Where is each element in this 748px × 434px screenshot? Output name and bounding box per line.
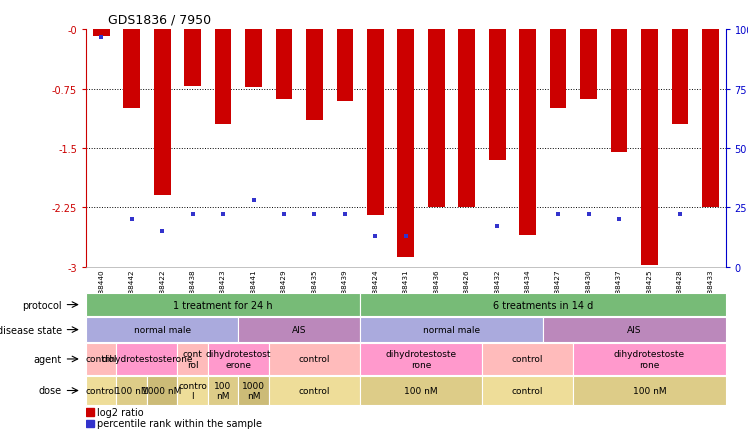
Bar: [306, 30, 323, 121]
Bar: [672, 30, 688, 125]
Text: 100 nM: 100 nM: [404, 386, 438, 395]
Bar: [86, 420, 94, 427]
Bar: [154, 30, 171, 196]
Bar: [573, 376, 726, 405]
Bar: [275, 30, 292, 100]
Text: 1 treatment for 24 h: 1 treatment for 24 h: [174, 300, 273, 310]
Bar: [641, 30, 657, 265]
Bar: [269, 376, 360, 405]
Text: 100 nM: 100 nM: [115, 386, 149, 395]
Text: percentile rank within the sample: percentile rank within the sample: [97, 418, 263, 428]
Text: dihydrotestoste
rone: dihydrotestoste rone: [385, 349, 456, 369]
Bar: [117, 376, 147, 405]
Bar: [269, 344, 360, 375]
Bar: [208, 344, 269, 375]
Bar: [86, 408, 94, 416]
Text: disease state: disease state: [0, 325, 62, 335]
Bar: [337, 30, 353, 101]
Text: log2 ratio: log2 ratio: [97, 407, 144, 417]
Text: AIS: AIS: [627, 326, 642, 334]
Bar: [86, 317, 239, 342]
Bar: [177, 376, 208, 405]
Text: dihydrotestoste
rone: dihydrotestoste rone: [614, 349, 685, 369]
Bar: [93, 30, 110, 37]
Text: 1000
nM: 1000 nM: [242, 381, 265, 400]
Text: control: control: [512, 386, 543, 395]
Bar: [86, 293, 360, 316]
Bar: [245, 30, 262, 88]
Text: 100 nM: 100 nM: [633, 386, 666, 395]
Bar: [702, 30, 719, 208]
Text: control: control: [85, 355, 117, 364]
Text: AIS: AIS: [292, 326, 307, 334]
Bar: [177, 344, 208, 375]
Bar: [519, 30, 536, 235]
Text: control: control: [512, 355, 543, 364]
Bar: [360, 317, 543, 342]
Bar: [482, 344, 573, 375]
Bar: [610, 30, 628, 153]
Text: control: control: [298, 386, 330, 395]
Bar: [184, 30, 201, 87]
Bar: [123, 30, 140, 109]
Text: 6 treatments in 14 d: 6 treatments in 14 d: [493, 300, 593, 310]
Text: protocol: protocol: [22, 300, 62, 310]
Text: cont
rol: cont rol: [183, 349, 203, 369]
Bar: [239, 376, 269, 405]
Text: control: control: [85, 386, 117, 395]
Text: normal male: normal male: [134, 326, 191, 334]
Bar: [215, 30, 231, 125]
Bar: [360, 376, 482, 405]
Bar: [550, 30, 566, 109]
Bar: [543, 317, 726, 342]
Text: dose: dose: [39, 386, 62, 395]
Bar: [360, 293, 726, 316]
Text: normal male: normal male: [423, 326, 480, 334]
Text: dihydrotestosterone: dihydrotestosterone: [101, 355, 193, 364]
Bar: [360, 344, 482, 375]
Text: dihydrotestost
erone: dihydrotestost erone: [206, 349, 271, 369]
Bar: [86, 376, 117, 405]
Bar: [208, 376, 239, 405]
Bar: [459, 30, 475, 208]
Bar: [573, 344, 726, 375]
Text: control: control: [298, 355, 330, 364]
Text: agent: agent: [34, 354, 62, 364]
Bar: [488, 30, 506, 161]
Bar: [482, 376, 573, 405]
Bar: [428, 30, 444, 208]
Bar: [117, 344, 177, 375]
Text: GDS1836 / 7950: GDS1836 / 7950: [108, 13, 212, 26]
Bar: [239, 317, 360, 342]
Text: 1000 nM: 1000 nM: [142, 386, 182, 395]
Bar: [580, 30, 597, 100]
Bar: [397, 30, 414, 257]
Bar: [147, 376, 177, 405]
Text: contro
l: contro l: [178, 381, 207, 400]
Text: 100
nM: 100 nM: [215, 381, 232, 400]
Bar: [86, 344, 117, 375]
Bar: [367, 30, 384, 216]
